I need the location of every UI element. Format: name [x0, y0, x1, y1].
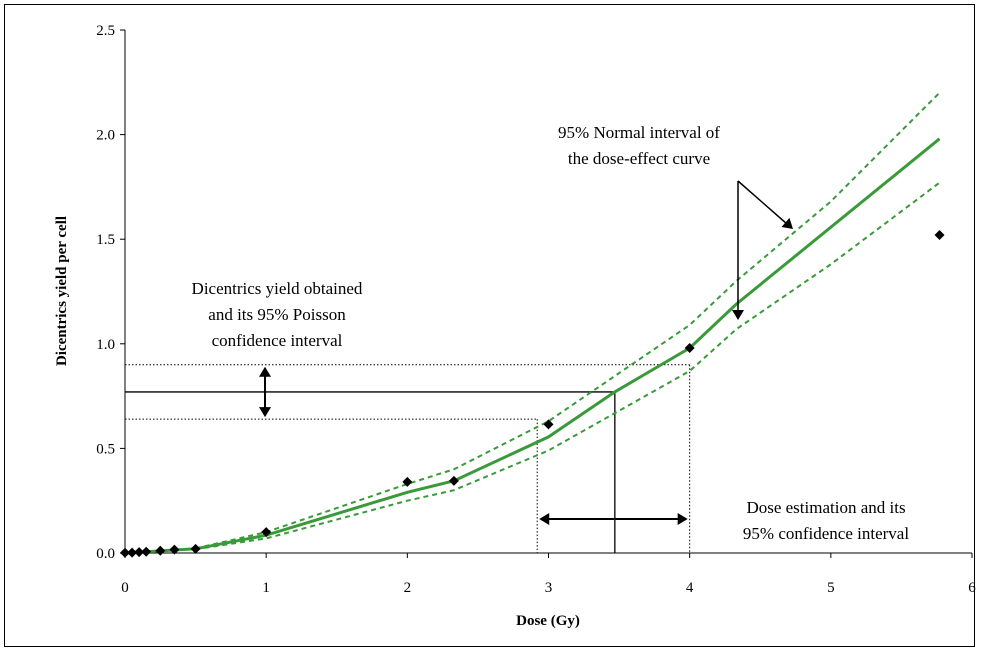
data-point — [134, 547, 145, 558]
normal-pointer-lower-head — [732, 310, 744, 320]
poisson-annotation-line-3: confidence interval — [212, 331, 343, 350]
x-tick-label: 4 — [686, 580, 694, 596]
data-point — [120, 547, 130, 558]
data-point — [141, 546, 152, 557]
upper-interval-line — [195, 92, 941, 550]
x-tick-label: 2 — [404, 580, 412, 596]
normal-pointer-upper — [737, 180, 788, 225]
poisson-annotation: Dicentrics yield obtained and its 95% Po… — [192, 279, 363, 350]
chart-frame — [4, 4, 975, 647]
x-tick-label: 3 — [545, 580, 553, 596]
data-point — [448, 475, 459, 486]
data-point — [169, 544, 180, 555]
y-axis-title: Dicentrics yield per cell — [54, 216, 70, 366]
y-tick-label: 2.5 — [96, 23, 115, 39]
poisson-ci-arrow-head-up — [259, 366, 271, 377]
data-point — [543, 419, 554, 430]
annotation-arrows — [259, 180, 793, 525]
data-point — [127, 547, 138, 558]
x-tick-label: 6 — [968, 580, 976, 596]
dose-ci-arrow-head-right — [677, 513, 688, 525]
x-tick-label: 5 — [827, 580, 835, 596]
x-axis-ticks: 0 1 2 3 4 5 6 — [121, 553, 976, 596]
y-axis-ticks: 0.0 0.5 1.0 1.5 2.0 2.5 — [96, 23, 125, 562]
dose-annotation-line-1: Dose estimation and its — [746, 498, 905, 517]
normal-annotation-line-2: the dose-effect curve — [568, 149, 710, 168]
dose-ci-arrow-head-left — [539, 513, 550, 525]
guide-lines — [125, 364, 691, 553]
data-point — [934, 230, 945, 241]
y-tick-label: 0.5 — [96, 441, 115, 457]
y-tick-label: 2.0 — [96, 128, 115, 144]
x-tick-label: 0 — [121, 580, 129, 596]
y-tick-label: 1.0 — [96, 337, 115, 353]
poisson-annotation-line-2: and its 95% Poisson — [208, 305, 346, 324]
data-point — [190, 543, 201, 554]
data-point — [684, 342, 695, 353]
data-point — [261, 527, 272, 538]
normal-annotation-line-1: 95% Normal interval of — [558, 123, 720, 142]
dose-effect-curve — [124, 137, 941, 555]
dose-estimation-annotation: Dose estimation and its 95% confidence i… — [743, 498, 909, 543]
poisson-ci-arrow-head-down — [259, 407, 271, 418]
x-tick-label: 1 — [262, 580, 270, 596]
y-tick-label: 1.5 — [96, 232, 115, 248]
confidence-interval-curves — [195, 92, 941, 551]
data-point — [155, 545, 166, 556]
normal-pointer-upper-head — [781, 217, 793, 229]
dose-annotation-line-2: 95% confidence interval — [743, 524, 909, 543]
observed-points — [120, 230, 945, 558]
data-point — [402, 476, 413, 487]
lower-interval-line — [195, 181, 941, 551]
normal-interval-annotation: 95% Normal interval of the dose-effect c… — [558, 123, 720, 168]
poisson-annotation-line-1: Dicentrics yield obtained — [192, 279, 363, 298]
fitted-curve-line — [124, 137, 941, 555]
y-tick-label: 0.0 — [96, 546, 115, 562]
x-axis-title: Dose (Gy) — [516, 613, 580, 629]
